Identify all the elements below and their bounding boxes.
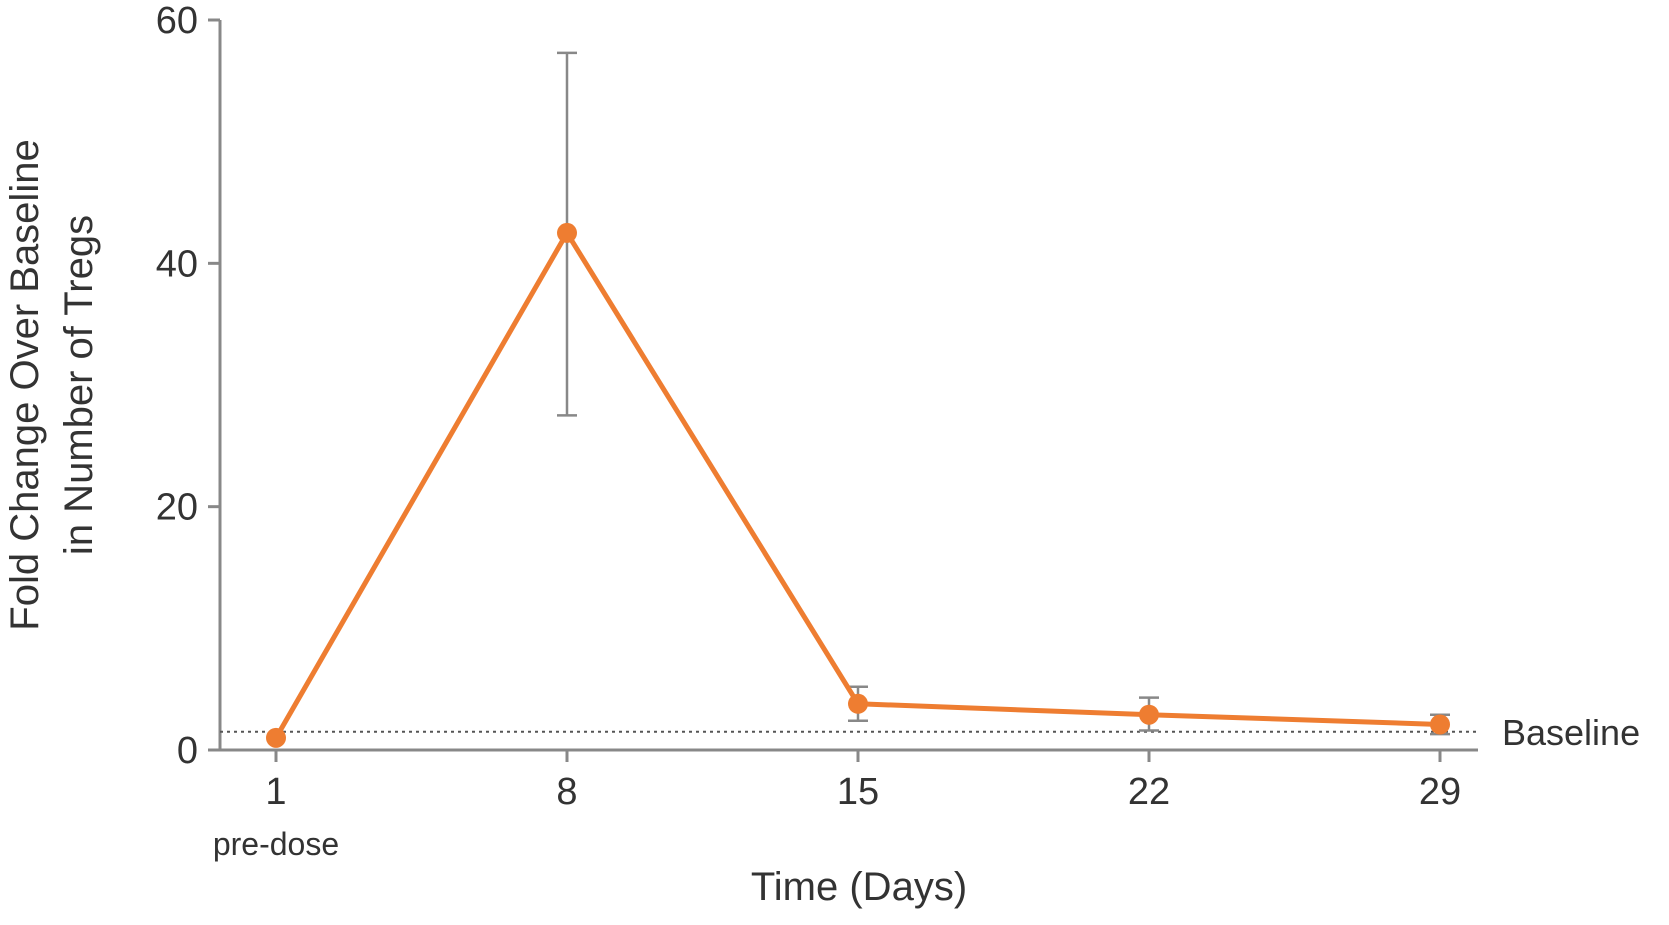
baseline-reference: Baseline [220, 712, 1640, 753]
x-tick-label: 15 [837, 771, 879, 813]
x-tick-label: 22 [1128, 771, 1170, 813]
y-tick-label: 60 [156, 0, 198, 42]
error-bars [557, 51, 1450, 736]
data-point [557, 222, 577, 243]
data-point [1430, 714, 1450, 735]
y-tick-label: 0 [177, 730, 198, 772]
y-axis-title-line-2: in Number of Tregs [57, 215, 101, 555]
y-axis-title-line-1: Fold Change Over Baseline [3, 139, 47, 630]
x-tick-label: 29 [1419, 771, 1461, 813]
x-ticks: 1 pre-dose 8 15 22 29 [213, 750, 1461, 862]
x-tick-label: 1 [265, 771, 286, 813]
y-tick-label: 20 [156, 487, 198, 529]
axes [218, 20, 1478, 752]
x-axis-title: Time (Days) [751, 865, 967, 909]
x-tick-label: 8 [556, 771, 577, 813]
y-axis-title: Fold Change Over Baseline in Number of T… [3, 139, 101, 630]
data-point [848, 693, 868, 714]
y-ticks: 0 20 40 60 [156, 0, 220, 772]
series [266, 222, 1450, 748]
series-line [273, 230, 1441, 740]
x-tick-sublabel: pre-dose [213, 826, 339, 862]
baseline-label: Baseline [1502, 712, 1640, 753]
y-tick-label: 40 [156, 243, 198, 285]
data-point [266, 727, 286, 748]
data-point [1139, 704, 1159, 725]
